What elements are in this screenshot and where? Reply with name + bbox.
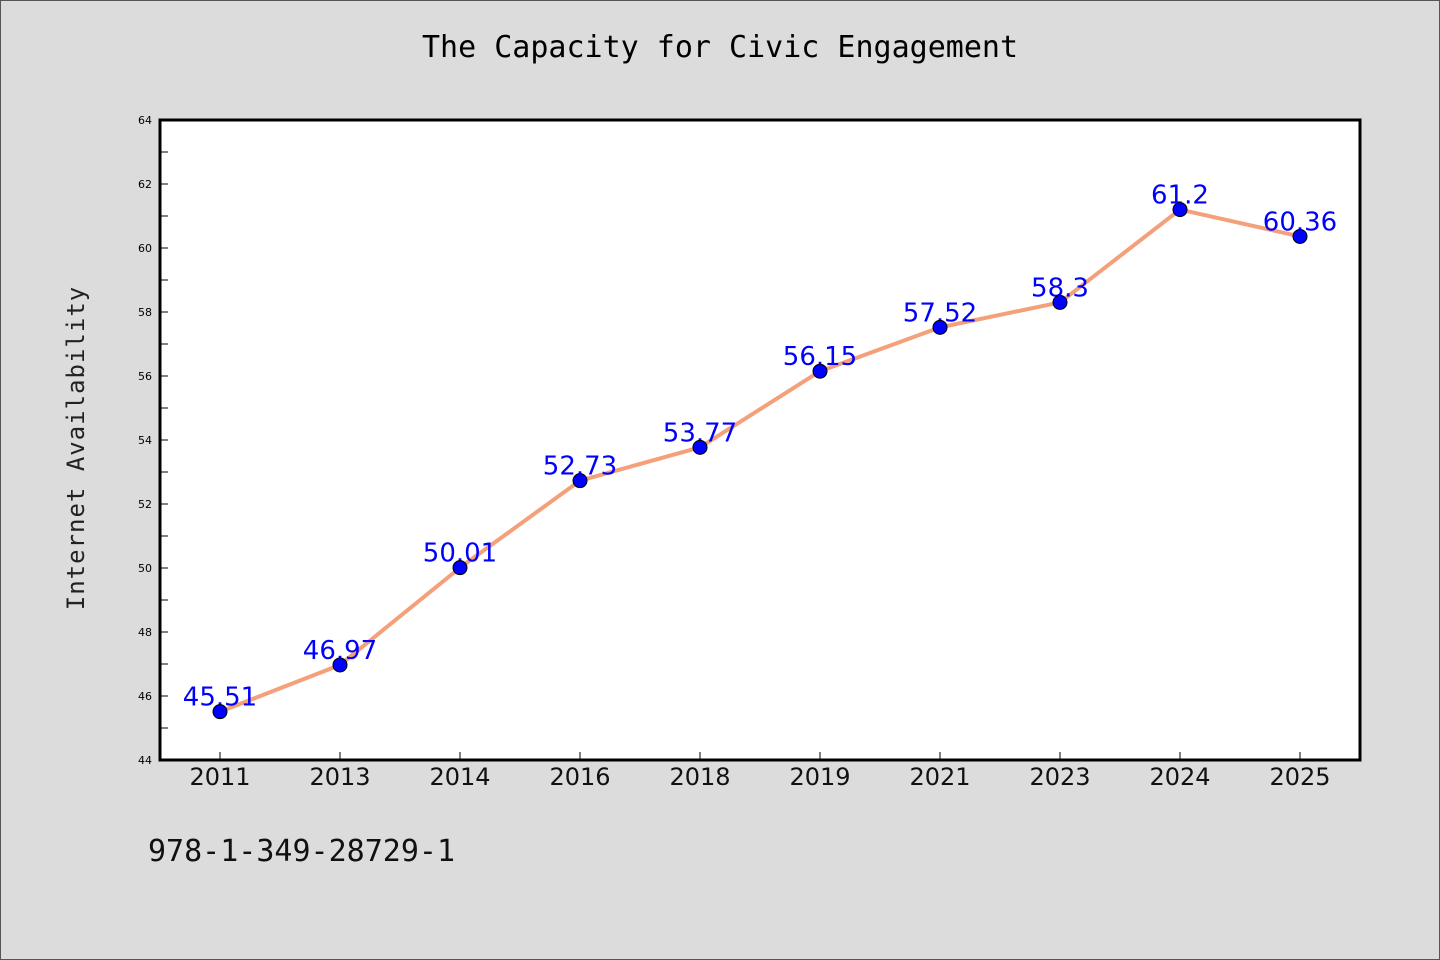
data-point xyxy=(812,363,828,379)
x-tick-label: 2025 xyxy=(1269,763,1330,791)
isbn-code: 978-1-349-28729-1 xyxy=(148,834,456,869)
x-tick-label: 2024 xyxy=(1149,763,1210,791)
y-tick-label: 60 xyxy=(138,242,152,255)
data-point xyxy=(452,560,468,576)
data-point xyxy=(572,473,588,489)
x-tick-label: 2011 xyxy=(189,763,250,791)
x-tick-label: 2016 xyxy=(549,763,610,791)
plot-border xyxy=(158,118,1362,762)
x-tick-label: 2014 xyxy=(429,763,490,791)
data-point xyxy=(1052,294,1068,310)
series-line xyxy=(219,207,1301,714)
y-tick-label: 50 xyxy=(138,562,152,575)
y-tick-label: 58 xyxy=(138,306,152,319)
y-tick-label: 54 xyxy=(138,434,152,447)
data-point xyxy=(1172,202,1188,218)
x-tick-label: 2023 xyxy=(1029,763,1090,791)
x-tick-label: 2013 xyxy=(309,763,370,791)
y-tick-label: 44 xyxy=(138,754,152,767)
data-point xyxy=(212,704,228,720)
data-point xyxy=(332,657,348,673)
data-point xyxy=(1292,228,1308,244)
data-point xyxy=(932,319,948,335)
y-tick-label: 48 xyxy=(138,626,152,639)
y-tick-label: 64 xyxy=(138,114,152,127)
data-point xyxy=(692,439,708,455)
y-tick-label: 46 xyxy=(138,690,152,703)
x-tick-label: 2018 xyxy=(669,763,730,791)
x-tick-label: 2021 xyxy=(909,763,970,791)
x-tick-label: 2019 xyxy=(789,763,850,791)
y-tick-label: 52 xyxy=(138,498,152,511)
y-tick-label: 56 xyxy=(138,370,152,383)
y-tick-label: 62 xyxy=(138,178,152,191)
chart-title: The Capacity for Civic Engagement xyxy=(421,30,1019,65)
